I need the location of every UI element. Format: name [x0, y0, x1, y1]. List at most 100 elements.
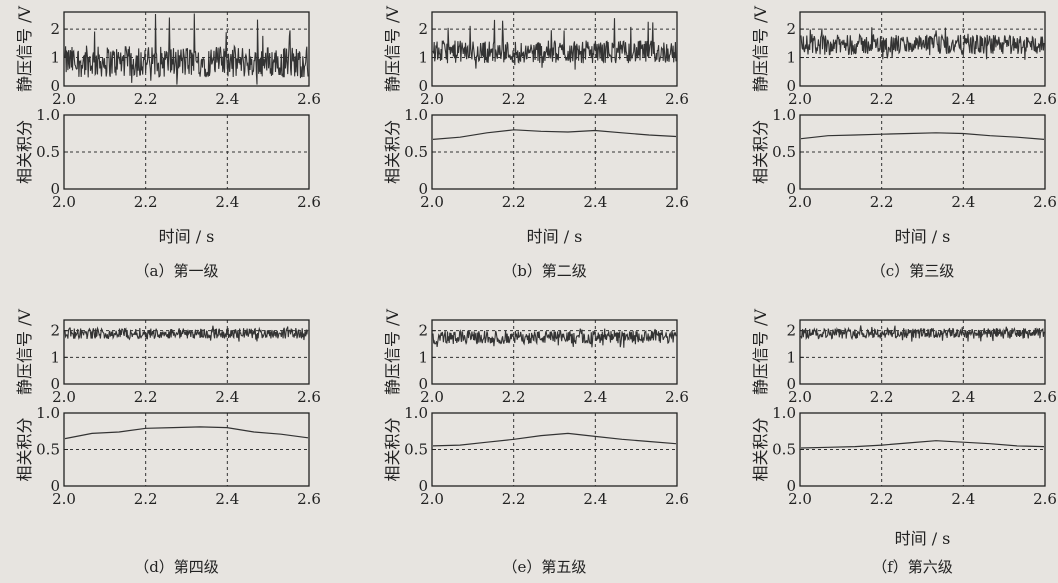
panel-5-corr-xtick-1: 2.2 [502, 490, 526, 508]
panel-4-corr-line [64, 426, 309, 440]
panel-1-xlabel: 时间 / s [159, 227, 215, 246]
panel-1-corr-xtick-2: 2.4 [215, 193, 239, 211]
panel-3-corr-xtick-3: 2.6 [1033, 193, 1057, 211]
panel-2-corr-xtick-1: 2.2 [502, 193, 526, 211]
panel-1-signal-ytick-label-2: 2 [50, 20, 60, 38]
panel-1-signal-ytick-label-0: 0 [50, 77, 60, 95]
panel-5-corr-xtick-2: 2.4 [583, 490, 607, 508]
panel-6-corr-ytick-label-0: 0 [786, 477, 796, 495]
panel-5-signal-ytick-label-1: 1 [418, 348, 428, 366]
panel-5-corr-ylabel: 相关积分 [383, 417, 402, 481]
panel-6-signal-ylabel: 静压信号 /V [751, 309, 770, 395]
panel-3-signal-axes: 0 1 2 静压信号 /V 2.0 2.2 2.4 2.6 [751, 6, 1057, 108]
panel-5-corr-xtick-3: 2.6 [665, 490, 689, 508]
panel-6-signal-frame [799, 319, 1046, 385]
panel-5-corr-ytick-label-1: 0.5 [404, 441, 428, 459]
panel-1-signal-axes: 0 1 2 静压信号 /V 2.0 2.2 2.4 2.6 [15, 6, 321, 108]
panel-3-signal-frame [799, 11, 1046, 87]
panel-6-signal-ytick-label-0: 0 [786, 375, 796, 393]
panel-2-signal-ytick-label-0: 0 [418, 77, 428, 95]
panel-6-corr-ytick-label-2: 1.0 [772, 404, 796, 422]
panel-6-signal-ytick-label-2: 2 [786, 322, 796, 340]
panel-2-signal-frame [431, 11, 678, 87]
panel-4-signal-xtick-3: 2.6 [297, 388, 321, 406]
panel-6-corr-line [800, 440, 1045, 449]
panel-2-caption: （b）第二级 [502, 262, 587, 280]
panel-3-signal-xtick-2: 2.4 [951, 90, 975, 108]
panel-1-signal-frame [63, 11, 310, 87]
panel-6-corr-ylabel: 相关积分 [751, 417, 770, 481]
panel-4-corr-ytick-label-0: 0 [50, 477, 60, 495]
panel-2-corr-ylabel: 相关积分 [383, 120, 402, 184]
panel-3-signal-xtick-0: 2.0 [788, 90, 812, 108]
panel-5-corr-xtick-0: 2.0 [420, 490, 444, 508]
panel-3-xlabel: 时间 / s [895, 227, 951, 246]
panel-4-corr-ytick-label-2: 1.0 [36, 404, 60, 422]
panel-2-corr-xtick-2: 2.4 [583, 193, 607, 211]
panel-2-signal-ytick-label-2: 2 [418, 20, 428, 38]
panel-6-corr-xtick-1: 2.2 [870, 490, 894, 508]
panel-6-caption: （f）第六级 [872, 558, 953, 576]
panel-3-corr-xtick-1: 2.2 [870, 193, 894, 211]
panel-2-corr-ytick-label-0: 0 [418, 180, 428, 198]
panel-6-signal-xtick-2: 2.4 [951, 388, 975, 406]
panel-1-corr-xtick-1: 2.2 [134, 193, 158, 211]
panel-3-signal-ylabel: 静压信号 /V [751, 6, 770, 92]
panel-1-signal-ytick-label-1: 1 [50, 49, 60, 67]
panel-1-corr-ytick-label-1: 0.5 [36, 143, 60, 161]
panel-3-caption: （c）第三级 [871, 262, 954, 280]
panel-4-corr-ytick-label-1: 0.5 [36, 441, 60, 459]
panel-6-signal-axes: 0 1 2 静压信号 /V 2.0 2.2 2.4 2.6 [751, 309, 1057, 406]
panel-3-signal-xtick-3: 2.6 [1033, 90, 1057, 108]
panel-4-signal-xtick-0: 2.0 [52, 388, 76, 406]
panel-4-corr-xtick-1: 2.2 [134, 490, 158, 508]
panel-1-corr-xtick-3: 2.6 [297, 193, 321, 211]
panel-6-signal-line [800, 325, 1045, 342]
panel-3-corr-ytick-label-1: 0.5 [772, 143, 796, 161]
panel-2-signal-xtick-3: 2.6 [665, 90, 689, 108]
panel-4-corr-xtick-3: 2.6 [297, 490, 321, 508]
panel-3-signal-xtick-1: 2.2 [870, 90, 894, 108]
panel-3-corr-xtick-0: 2.0 [788, 193, 812, 211]
panel-4-signal-ytick-label-1: 1 [50, 348, 60, 366]
panel-5-signal-xtick-3: 2.6 [665, 388, 689, 406]
panel-2-signal-xtick-0: 2.0 [420, 90, 444, 108]
panel-1-corr-ylabel: 相关积分 [15, 120, 34, 184]
panel-5-signal-xtick-2: 2.4 [583, 388, 607, 406]
panel-2-corr-xtick-0: 2.0 [420, 193, 444, 211]
panel-1-signal-ylabel: 静压信号 /V [15, 6, 34, 92]
panel-4-signal-frame [63, 319, 310, 385]
panel-3-signal-ytick-label-2: 2 [786, 20, 796, 38]
panel-1-corr-xtick-0: 2.0 [52, 193, 76, 211]
panel-6-signal-ytick-label-1: 1 [786, 348, 796, 366]
panel-5-signal-ytick-label-0: 0 [418, 375, 428, 393]
panel-2-corr-ytick-label-1: 0.5 [404, 143, 428, 161]
panel-1-corr-ytick-label-2: 1.0 [36, 106, 60, 124]
panel-5-signal-xtick-1: 2.2 [502, 388, 526, 406]
panel-2-signal-axes: 0 1 2 静压信号 /V 2.0 2.2 2.4 2.6 [383, 6, 689, 108]
panel-2-signal-xtick-1: 2.2 [502, 90, 526, 108]
panel-4-signal-ytick-label-0: 0 [50, 375, 60, 393]
panel-6-signal-xtick-3: 2.6 [1033, 388, 1057, 406]
panel-6-corr-xtick-2: 2.4 [951, 490, 975, 508]
panel-5-corr-line [432, 432, 677, 447]
panel-4-corr-xtick-2: 2.4 [215, 490, 239, 508]
panel-1-signal-xtick-0: 2.0 [52, 90, 76, 108]
panel-5-signal-frame [431, 319, 678, 385]
panel-5-corr-ytick-label-2: 1.0 [404, 404, 428, 422]
panel-4-caption: （d）第四级 [134, 558, 219, 576]
panel-3-corr-ytick-label-0: 0 [786, 180, 796, 198]
panel-1-corr-ytick-label-0: 0 [50, 180, 60, 198]
panel-5-corr-ytick-label-0: 0 [418, 477, 428, 495]
